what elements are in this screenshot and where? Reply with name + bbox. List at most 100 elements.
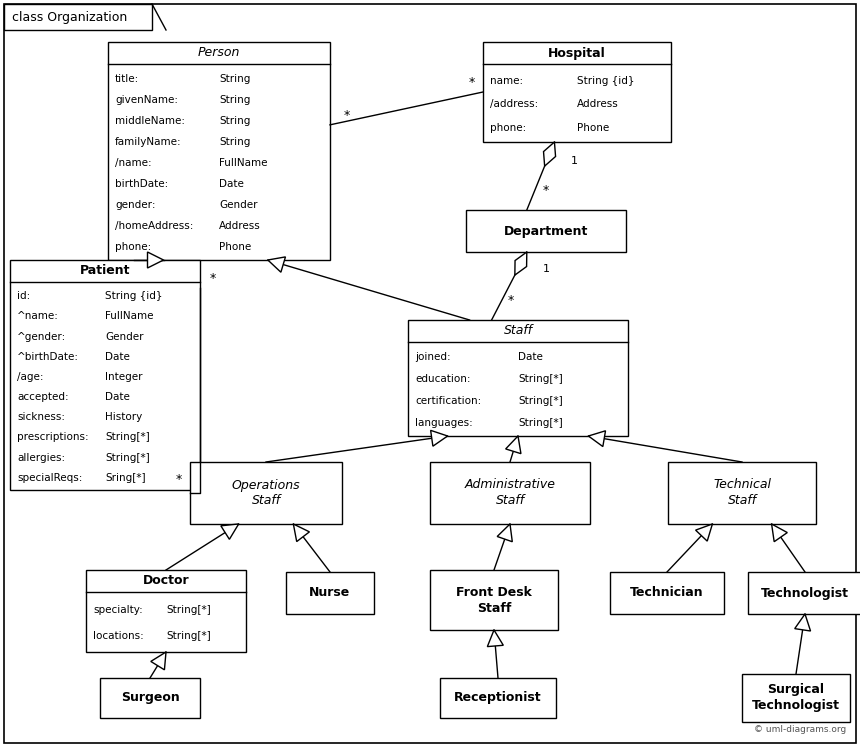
Text: Date: Date	[219, 179, 244, 189]
Text: String {id}: String {id}	[577, 75, 635, 86]
Text: *: *	[344, 109, 350, 122]
Text: Phone: Phone	[219, 242, 251, 252]
Text: Gender: Gender	[105, 332, 144, 341]
Bar	[430, 570, 558, 630]
Text: Operations
Staff: Operations Staff	[231, 479, 300, 507]
Text: *: *	[507, 294, 514, 307]
Text: Doctor: Doctor	[143, 574, 189, 587]
Polygon shape	[506, 436, 521, 453]
Bar	[440, 678, 556, 718]
Polygon shape	[515, 252, 527, 275]
Text: Gender: Gender	[219, 200, 257, 210]
Polygon shape	[293, 524, 310, 542]
Text: Technologist: Technologist	[761, 586, 849, 600]
Text: Front Desk
Staff: Front Desk Staff	[456, 586, 532, 615]
Text: String[*]: String[*]	[518, 396, 562, 406]
Text: Staff: Staff	[503, 324, 532, 338]
Text: middleName:: middleName:	[115, 116, 185, 126]
Bar	[190, 462, 342, 524]
Text: Person: Person	[198, 46, 240, 60]
Text: String: String	[219, 116, 250, 126]
Text: prescriptions:: prescriptions:	[17, 433, 89, 442]
Text: *: *	[210, 272, 216, 285]
Bar	[668, 462, 816, 524]
Polygon shape	[150, 652, 166, 670]
Text: givenName:: givenName:	[115, 95, 178, 105]
Text: *: *	[176, 473, 182, 486]
Text: specialReqs:: specialReqs:	[17, 473, 83, 483]
Text: Technical
Staff: Technical Staff	[713, 479, 771, 507]
Text: joined:: joined:	[415, 353, 451, 362]
Text: String: String	[219, 95, 250, 105]
Bar	[466, 210, 626, 252]
Text: /homeAddress:: /homeAddress:	[115, 221, 194, 232]
Polygon shape	[588, 431, 605, 447]
Text: FullName: FullName	[219, 158, 267, 168]
Text: String: String	[219, 74, 250, 84]
Text: title:: title:	[115, 74, 139, 84]
Text: languages:: languages:	[415, 418, 473, 428]
Bar	[430, 462, 590, 524]
Bar	[748, 572, 860, 614]
Text: familyName:: familyName:	[115, 137, 181, 147]
Text: Administrative
Staff: Administrative Staff	[464, 479, 556, 507]
Text: sickness:: sickness:	[17, 412, 65, 422]
Text: ^gender:: ^gender:	[17, 332, 66, 341]
Polygon shape	[148, 252, 163, 268]
Text: © uml-diagrams.org: © uml-diagrams.org	[753, 725, 846, 734]
Polygon shape	[497, 524, 513, 542]
Text: String {id}: String {id}	[105, 291, 163, 301]
Text: 1: 1	[570, 156, 577, 166]
Bar	[610, 572, 724, 614]
Text: String[*]: String[*]	[166, 631, 211, 642]
Text: String[*]: String[*]	[105, 453, 150, 462]
Text: Nurse: Nurse	[310, 586, 351, 600]
Bar	[286, 572, 374, 614]
Text: certification:: certification:	[415, 396, 482, 406]
Text: *: *	[543, 184, 549, 197]
Polygon shape	[696, 524, 712, 541]
Text: phone:: phone:	[490, 123, 526, 133]
Text: Department: Department	[504, 225, 588, 238]
Text: gender:: gender:	[115, 200, 156, 210]
Text: Surgical
Technologist: Surgical Technologist	[752, 684, 840, 713]
Text: Receptionist: Receptionist	[454, 692, 542, 704]
Polygon shape	[795, 614, 810, 631]
Polygon shape	[221, 524, 238, 539]
Text: 1: 1	[543, 264, 550, 274]
Polygon shape	[431, 430, 447, 446]
Text: name:: name:	[490, 75, 523, 86]
Text: Patient: Patient	[80, 264, 130, 277]
Text: String: String	[219, 137, 250, 147]
Bar	[742, 674, 850, 722]
Text: Date: Date	[518, 353, 543, 362]
Bar	[483, 42, 671, 142]
Text: Address: Address	[219, 221, 261, 232]
Text: education:: education:	[415, 374, 470, 384]
Text: Date: Date	[105, 352, 130, 362]
Text: String[*]: String[*]	[518, 418, 562, 428]
Bar	[100, 678, 200, 718]
Text: Sring[*]: Sring[*]	[105, 473, 145, 483]
Text: locations:: locations:	[93, 631, 144, 642]
Text: birthDate:: birthDate:	[115, 179, 169, 189]
Text: Surgeon: Surgeon	[120, 692, 180, 704]
Text: Technician: Technician	[630, 586, 703, 600]
Text: /name:: /name:	[115, 158, 151, 168]
Text: String[*]: String[*]	[518, 374, 562, 384]
Text: specialty:: specialty:	[93, 605, 143, 616]
Bar	[108, 42, 330, 260]
Text: Date: Date	[105, 392, 130, 402]
Polygon shape	[488, 630, 503, 647]
Text: phone:: phone:	[115, 242, 151, 252]
Bar	[408, 320, 628, 436]
Bar	[86, 570, 246, 652]
Bar	[4, 4, 152, 30]
Text: Hospital: Hospital	[548, 46, 606, 60]
Text: /age:: /age:	[17, 372, 44, 382]
Text: ^birthDate:: ^birthDate:	[17, 352, 79, 362]
Text: accepted:: accepted:	[17, 392, 69, 402]
Text: *: *	[469, 76, 476, 89]
Text: class Organization: class Organization	[12, 10, 127, 23]
Polygon shape	[267, 257, 286, 272]
